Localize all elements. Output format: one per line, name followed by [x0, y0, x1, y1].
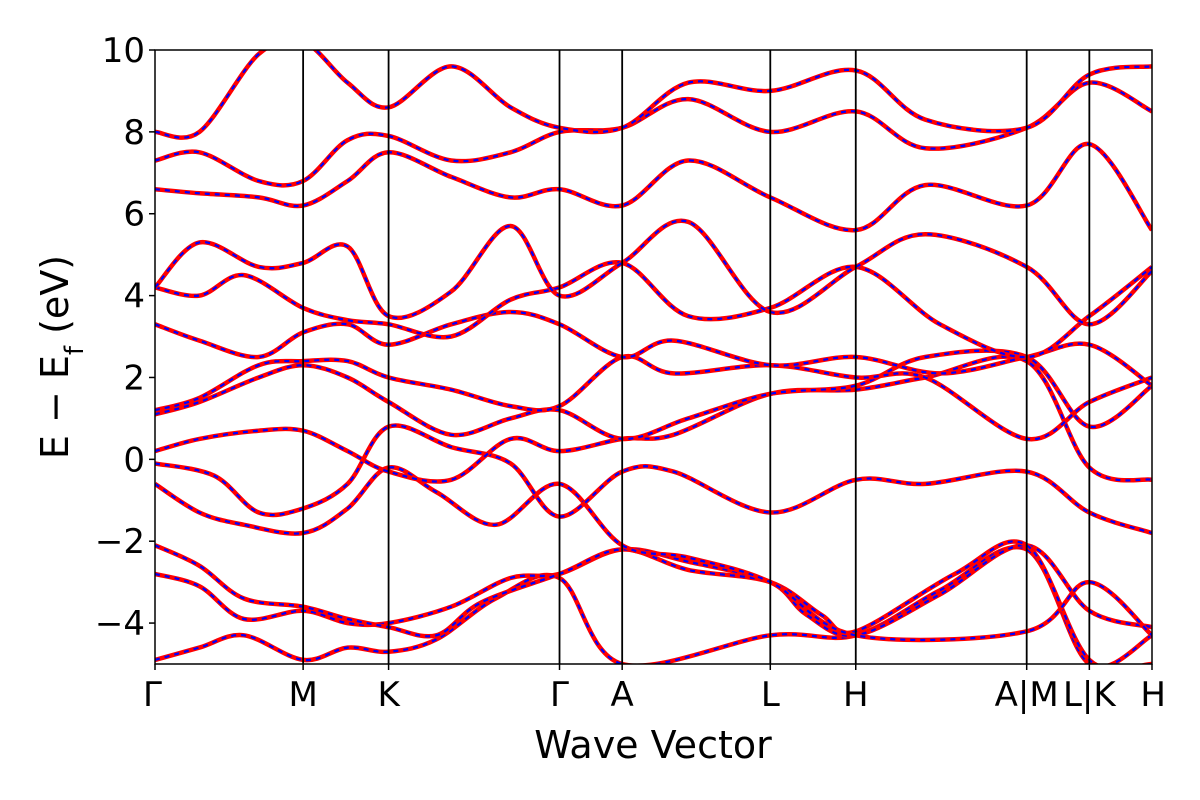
- band-13-dashed: [155, 50, 1152, 139]
- x-tick-label: A|M: [995, 675, 1059, 715]
- bands-layer: [155, 50, 1152, 664]
- y-tick-label: 6: [123, 195, 145, 235]
- y-axis-label-main: E − E: [33, 355, 77, 459]
- y-axis-ticks: −4 −2 0 2 4 6 8 10: [95, 31, 155, 644]
- plot-frame: [154, 49, 1153, 665]
- band-11-dashed: [155, 142, 1152, 232]
- band-8-dashed: [155, 310, 1152, 387]
- band-7-dashed: [155, 354, 1152, 441]
- band-4-solid: [155, 423, 1152, 536]
- y-tick-label: 10: [102, 31, 145, 71]
- band-7-solid: [155, 353, 1152, 442]
- band-8-solid: [155, 309, 1152, 388]
- x-tick-label: A: [611, 675, 634, 715]
- band-3-solid: [155, 465, 1152, 643]
- y-tick-label: 4: [123, 277, 145, 317]
- x-axis-ticks: Γ M K Γ A L H A|M L|K H: [143, 664, 1166, 715]
- band-5-dashed: [155, 355, 1152, 483]
- y-tick-label: 2: [123, 358, 145, 398]
- band-13-solid: [155, 50, 1152, 140]
- x-tick-label: H: [1140, 675, 1166, 715]
- x-tick-label: K: [377, 675, 401, 715]
- x-tick-label: Γ: [550, 675, 569, 715]
- y-axis-label: E − Ef (eV): [33, 255, 90, 459]
- y-axis-label-unit: (eV): [33, 255, 77, 346]
- band-4-dashed: [155, 424, 1152, 535]
- y-tick-label: −2: [95, 522, 145, 562]
- band-11-solid: [155, 141, 1152, 233]
- x-axis-label: Wave Vector: [534, 723, 772, 767]
- y-tick-label: −4: [95, 604, 145, 644]
- band-2-solid: [155, 539, 1152, 664]
- x-tick-label: M: [288, 675, 317, 715]
- x-tick-label: Γ: [143, 675, 162, 715]
- band-5-solid: [155, 354, 1152, 484]
- x-tick-label: L|K: [1063, 675, 1117, 715]
- high-symmetry-lines: [302, 50, 1091, 664]
- band-9-dashed: [155, 261, 1152, 359]
- x-tick-label: L: [761, 675, 780, 715]
- y-axis-label-subscript: f: [60, 345, 90, 355]
- y-tick-label: 0: [123, 440, 145, 480]
- x-tick-label: H: [843, 675, 869, 715]
- y-tick-label: 8: [123, 113, 145, 153]
- band-12-solid: [155, 80, 1152, 188]
